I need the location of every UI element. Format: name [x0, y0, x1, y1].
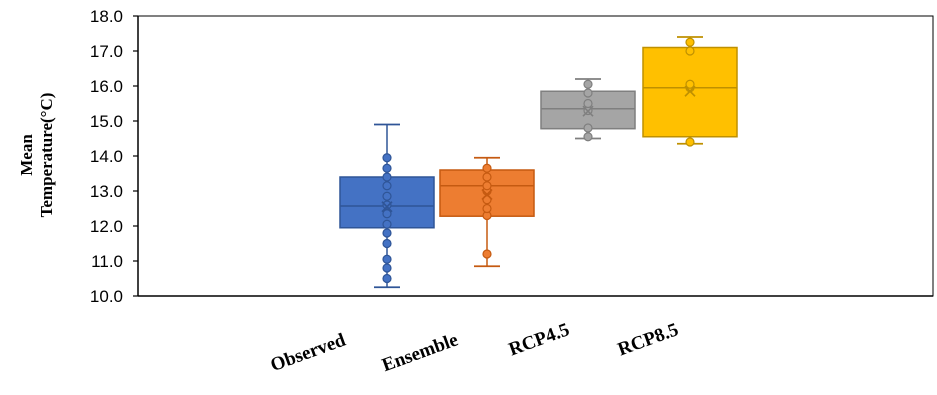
data-point — [583, 132, 593, 142]
x-category-label: RCP8.5 — [615, 319, 681, 360]
data-point — [583, 79, 593, 89]
data-point — [482, 181, 492, 191]
y-tick-label: 10.0 — [90, 287, 123, 306]
data-point — [482, 249, 492, 259]
box-observed — [339, 123, 435, 289]
data-point — [583, 123, 593, 133]
y-tick-label: 15.0 — [90, 112, 123, 131]
data-point — [482, 195, 492, 205]
data-point — [382, 163, 392, 173]
y-axis-title-line-2: Temperature(°C) — [37, 93, 56, 218]
x-category-label: Observed — [268, 329, 349, 376]
data-point — [482, 203, 492, 214]
data-point — [382, 191, 392, 201]
y-tick-label: 16.0 — [90, 77, 123, 96]
y-tick-label: 14.0 — [90, 147, 123, 166]
x-category-labels: Observed Ensemble RCP4.5 RCP8.5 — [268, 319, 681, 376]
box-series — [339, 36, 738, 289]
data-point — [382, 181, 392, 191]
y-tick-label: 18.0 — [90, 7, 123, 26]
data-point — [685, 46, 695, 56]
y-tick-labels: 10.0 11.0 12.0 13.0 14.0 15.0 16.0 17.0 18.0 — [90, 7, 138, 306]
y-tick-label: 13.0 — [90, 182, 123, 201]
y-tick-label: 17.0 — [90, 42, 123, 61]
mean-marker — [582, 105, 594, 117]
data-point — [685, 137, 695, 147]
data-point — [685, 37, 695, 47]
box-rcp4-5 — [540, 78, 636, 142]
plot-area — [137, 15, 934, 297]
data-point — [583, 98, 593, 109]
box-rcp8-5 — [642, 36, 738, 147]
data-point — [583, 88, 593, 98]
x-category-label: RCP4.5 — [506, 319, 572, 360]
data-point — [482, 172, 492, 182]
data-point — [382, 273, 392, 284]
y-tick-label: 12.0 — [90, 217, 123, 236]
data-point — [382, 209, 392, 219]
data-point — [382, 219, 392, 229]
mean-marker — [381, 201, 393, 213]
data-point — [382, 238, 392, 249]
data-point — [382, 263, 392, 273]
data-point — [382, 254, 392, 264]
y-tick-label: 11.0 — [91, 252, 123, 271]
mean-marker — [481, 188, 493, 201]
data-point — [382, 172, 392, 182]
x-category-label: Ensemble — [379, 329, 461, 376]
y-axis-title-line-1: Mean — [17, 134, 36, 176]
data-point — [685, 79, 695, 89]
data-point — [382, 200, 392, 210]
data-point — [482, 163, 492, 173]
mean-marker — [684, 85, 696, 97]
data-point — [382, 153, 392, 163]
data-point — [382, 228, 392, 238]
box-ensemble — [439, 156, 535, 268]
